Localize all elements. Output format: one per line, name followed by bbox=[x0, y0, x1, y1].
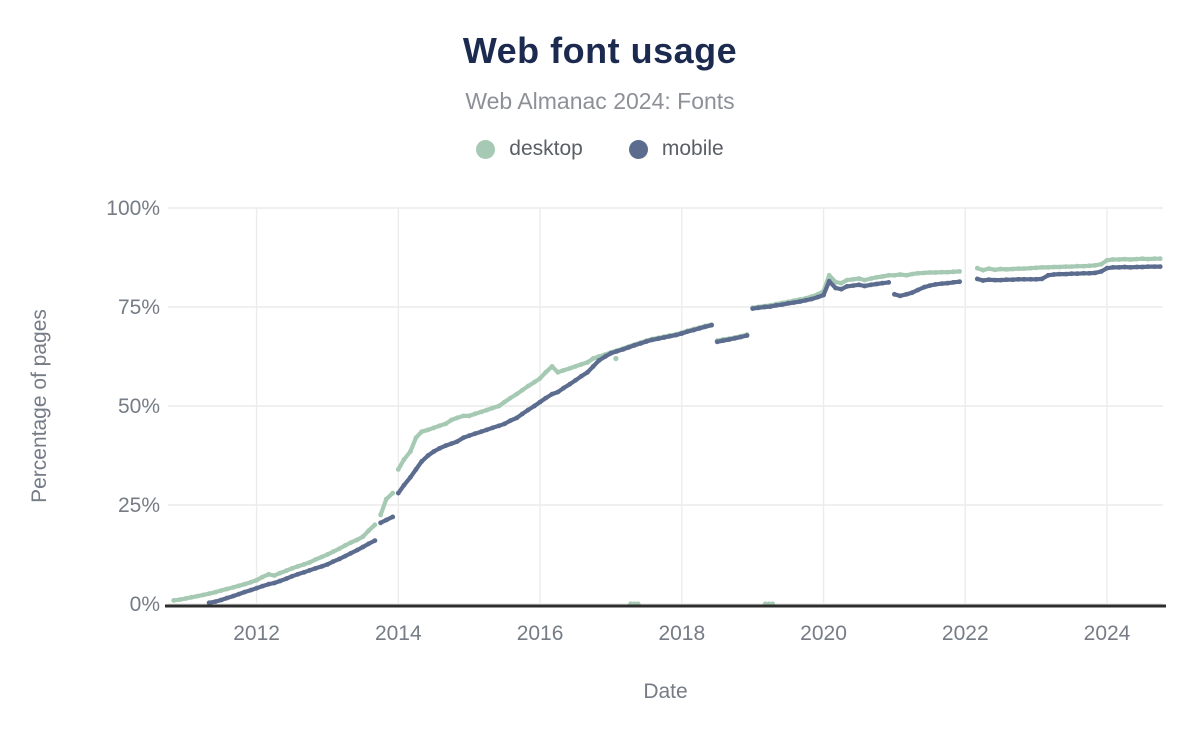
svg-text:25%: 25% bbox=[118, 494, 160, 517]
legend-label-mobile: mobile bbox=[661, 137, 724, 160]
mobile-series bbox=[206, 264, 1163, 606]
chart-subtitle: Web Almanac 2024: Fonts bbox=[465, 88, 735, 114]
svg-text:2020: 2020 bbox=[800, 622, 847, 645]
legend-item-mobile: mobile bbox=[628, 137, 724, 161]
chart-title: Web font usage bbox=[462, 30, 738, 71]
legend-label-desktop: desktop bbox=[509, 137, 583, 160]
svg-text:2014: 2014 bbox=[375, 622, 422, 645]
mobile-legend-dot-icon bbox=[628, 139, 648, 159]
desktop-outliers bbox=[613, 355, 776, 607]
svg-text:2018: 2018 bbox=[658, 622, 705, 645]
svg-text:75%: 75% bbox=[118, 296, 160, 319]
svg-text:50%: 50% bbox=[118, 395, 160, 418]
gridlines bbox=[168, 207, 1163, 605]
legend-item-desktop: desktop bbox=[476, 137, 583, 161]
y-axis-title: Percentage of pages bbox=[28, 309, 51, 503]
x-tick-labels: 2012 2014 2016 2018 2020 2022 2024 bbox=[233, 622, 1130, 645]
x-axis-title: Date bbox=[643, 680, 687, 703]
svg-text:0%: 0% bbox=[130, 593, 160, 616]
svg-text:100%: 100% bbox=[106, 197, 160, 220]
svg-text:2012: 2012 bbox=[233, 622, 280, 645]
svg-text:2016: 2016 bbox=[517, 622, 564, 645]
legend: desktop mobile bbox=[0, 137, 1200, 161]
chart-header: Web font usage Web Almanac 2024: Fonts d… bbox=[0, 0, 1200, 161]
y-tick-labels: 0% 25% 50% 75% 100% bbox=[106, 197, 160, 616]
desktop-legend-dot-icon bbox=[476, 139, 496, 159]
svg-text:2024: 2024 bbox=[1084, 622, 1131, 645]
desktop-series bbox=[171, 256, 1163, 603]
svg-text:2022: 2022 bbox=[942, 622, 989, 645]
